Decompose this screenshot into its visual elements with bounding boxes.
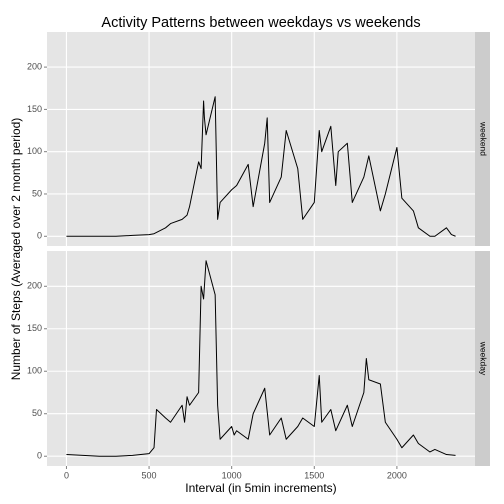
line: [66, 260, 456, 457]
y-tick-label: 150: [27, 104, 42, 114]
x-tick-label: 2000: [387, 470, 407, 480]
strip-label: weekday: [478, 341, 488, 376]
y-tick-label: 0: [37, 451, 42, 461]
y-tick-label: 150: [27, 323, 42, 333]
x-tick-label: 0: [64, 470, 69, 480]
y-tick-label: 50: [32, 188, 42, 198]
strip-background: [475, 251, 490, 466]
strip-label: weekend: [478, 121, 488, 156]
panel-background: [47, 32, 475, 246]
y-tick-label: 0: [37, 231, 42, 241]
y-tick-label: 50: [32, 408, 42, 418]
x-tick-label: 500: [142, 470, 157, 480]
strip-background: [475, 32, 490, 246]
y-tick-label: 200: [27, 61, 42, 71]
panel-background: [47, 251, 475, 466]
y-tick-label: 200: [27, 281, 42, 291]
x-tick-label: 1500: [304, 470, 324, 480]
y-tick-label: 100: [27, 146, 42, 156]
y-axis-label: Number of Steps (Averaged over 2 month p…: [9, 118, 23, 381]
x-axis-label: Interval (in 5min increments): [185, 481, 336, 495]
y-tick-label: 100: [27, 366, 42, 376]
x-tick-label: 1000: [222, 470, 242, 480]
line: [66, 96, 456, 237]
chart-title: Activity Patterns between weekdays vs we…: [101, 15, 420, 31]
